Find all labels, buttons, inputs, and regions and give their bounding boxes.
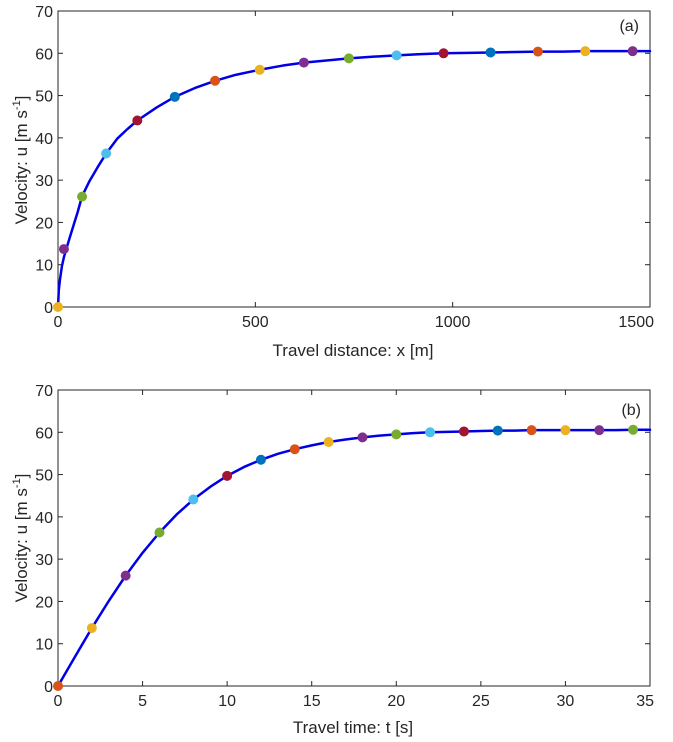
panel-b-data-marker xyxy=(86,623,97,634)
panel-a-data-marker xyxy=(298,57,309,68)
panel-b-data-marker xyxy=(458,426,469,437)
panel-a-x-axis-label: Travel distance: x [m] xyxy=(273,341,434,360)
panel-a-y-tick-label: 50 xyxy=(35,89,53,106)
panel-b-data-marker xyxy=(53,681,63,691)
panel-a-data-marker xyxy=(532,46,543,57)
panel-a-y-tick-label: 70 xyxy=(35,4,53,21)
panel-b-y-tick-label: 10 xyxy=(35,637,53,654)
panel-b-y-tick-label: 0 xyxy=(44,679,53,696)
panel-a-data-marker xyxy=(438,48,449,59)
panel-b-data-marker xyxy=(222,470,233,481)
panel-b-y-axis-label-sup: -1 xyxy=(11,478,23,488)
panel-b: 0 5 10 15 20 25 30 35 0 10 20 30 40 50 60 70 (b) Travel… xyxy=(11,383,654,737)
panel-a-data-marker xyxy=(254,64,265,75)
panel-b-y-axis-label-end: ] xyxy=(12,474,31,479)
panel-a-y-axis-label-main: Velocity: u [m s xyxy=(12,110,31,224)
panel-b-y-axis-label-main: Velocity: u [m s xyxy=(12,488,31,602)
panel-b-data-marker xyxy=(289,444,300,455)
panel-b-data-marker xyxy=(391,429,402,440)
panel-a-y-tick-label: 40 xyxy=(35,131,53,148)
panel-a-x-tick-label: 1000 xyxy=(435,314,471,331)
panel-b-label: (b) xyxy=(621,402,641,419)
panel-b-y-tick-label: 40 xyxy=(35,510,53,527)
panel-b-x-tick-label: 0 xyxy=(54,693,63,710)
panel-a-y-axis-label-sup: -1 xyxy=(11,100,23,110)
panel-b-x-tick-label: 10 xyxy=(218,693,236,710)
panel-a-data-marker xyxy=(210,75,221,86)
panel-a-y-tick-label: 10 xyxy=(35,258,53,275)
panel-a-data-marker xyxy=(391,50,402,61)
panel-b-data-marker xyxy=(425,427,436,438)
panel-a-data-marker xyxy=(169,91,180,102)
panel-b-x-axis-label: Travel time: t [s] xyxy=(293,718,413,737)
panel-a-data-marker xyxy=(58,244,69,255)
panel-b-x-tick-label: 25 xyxy=(472,693,490,710)
panel-a-y-axis-label-end: ] xyxy=(12,96,31,101)
panel-b-y-tick-label: 70 xyxy=(35,383,53,400)
panel-b-y-axis-label: Velocity: u [m s-1] xyxy=(11,474,31,603)
panel-b-x-tick-label: 15 xyxy=(303,693,321,710)
panel-a-data-marker xyxy=(580,46,591,57)
panel-a-y-tick-label: 20 xyxy=(35,215,53,232)
panel-b-x-tick-label: 30 xyxy=(557,693,575,710)
panel-b-data-marker xyxy=(594,425,605,436)
panel-a-data-marker xyxy=(53,302,63,312)
panel-a-data-marker xyxy=(132,115,143,126)
panel-a-x-tick-label: 500 xyxy=(242,314,269,331)
panel-a-y-tick-label: 60 xyxy=(35,46,53,63)
panel-a-x-tick-label: 0 xyxy=(54,314,63,331)
panel-a-y-tick-label: 30 xyxy=(35,173,53,190)
panel-b-data-marker xyxy=(154,527,165,538)
panel-a-data-marker xyxy=(627,46,638,57)
panel-a-plot-area: 0 500 1000 1500 0 10 20 30 40 50 60 70 xyxy=(35,4,654,331)
panel-b-data-marker xyxy=(255,454,266,465)
panel-b-x-tick-label: 20 xyxy=(387,693,405,710)
panel-b-y-tick-label: 50 xyxy=(35,468,53,485)
panel-a-axes-box xyxy=(57,10,651,308)
panel-b-x-tick-label: 5 xyxy=(138,693,147,710)
panel-b-data-marker xyxy=(188,494,199,505)
panel-b-y-tick-label: 20 xyxy=(35,594,53,611)
panel-a-label: (a) xyxy=(619,18,639,35)
panel-b-data-marker xyxy=(120,570,131,581)
panel-b-x-tick-label: 35 xyxy=(636,693,654,710)
panel-b-axes-box xyxy=(57,389,651,687)
panel-a-data-marker xyxy=(343,53,354,64)
panel-b-data-marker xyxy=(526,425,537,436)
panel-a-data-marker xyxy=(485,47,496,58)
panel-b-data-marker xyxy=(323,437,334,448)
panel-b-y-tick-label: 30 xyxy=(35,552,53,569)
panel-a-x-tick-label: 1500 xyxy=(618,314,654,331)
panel-b-data-marker xyxy=(560,425,571,436)
panel-a-data-marker xyxy=(101,148,112,159)
panel-a: 0 500 1000 1500 0 10 20 30 40 50 60 70 (a) Travel d… xyxy=(11,4,654,360)
panel-a-data-marker xyxy=(77,191,88,202)
panel-a-y-tick-label: 0 xyxy=(44,300,53,317)
panel-b-data-marker xyxy=(492,425,503,436)
panel-b-data-marker xyxy=(357,432,368,443)
panel-b-y-tick-label: 60 xyxy=(35,425,53,442)
panel-a-y-axis-label: Velocity: u [m s-1] xyxy=(11,96,31,225)
panel-b-plot-area: 0 5 10 15 20 25 30 35 0 10 20 30 40 50 60 70 xyxy=(35,383,654,710)
panel-b-data-marker xyxy=(628,424,639,435)
